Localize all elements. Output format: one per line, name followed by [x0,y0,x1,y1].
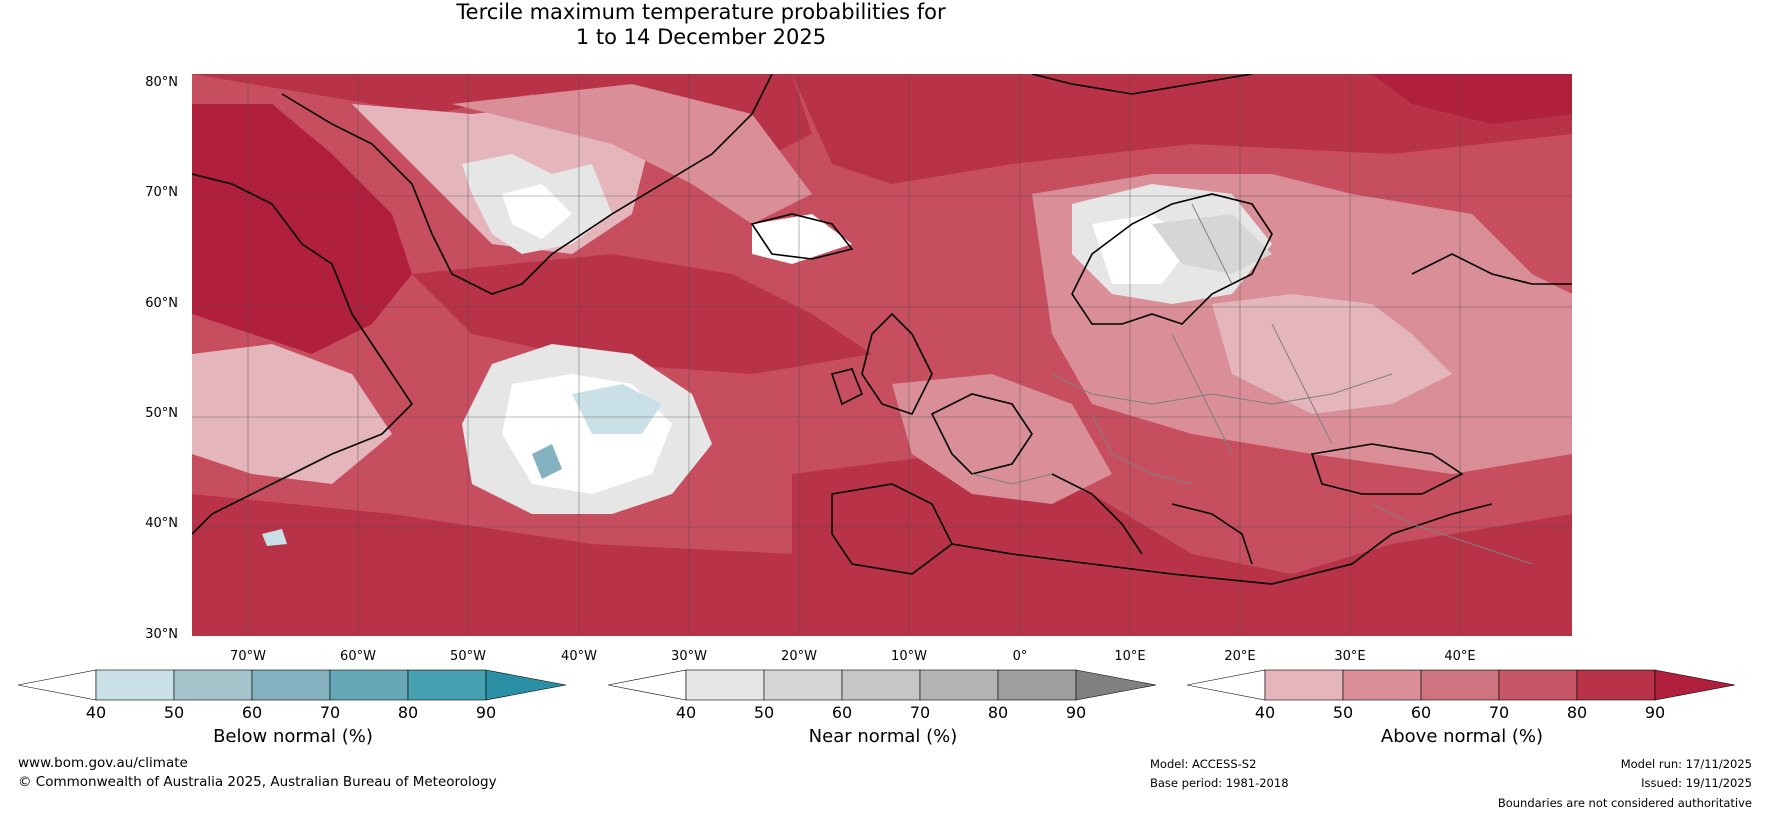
title-line-1: Tercile maximum temperature probabilitie… [456,0,946,24]
colorbar-above-normal: 40 50 60 70 80 90 Above normal (%) [1186,668,1737,747]
cbar-above-swatch-2 [1342,669,1422,701]
cbar-near-arrow-low [607,669,687,701]
region-below-normal-1 [572,384,662,434]
lon-label-30e: 30°E [1334,649,1366,664]
probability-map [192,74,1572,636]
country-borders [971,203,1533,565]
colorbar-near-normal: 40 50 60 70 80 90 Near normal (%) [607,668,1158,747]
cbar-above-swatch-4 [1498,669,1578,701]
cbar-below-swatch-3 [251,669,331,701]
cbar-below-tick: 70 [319,703,341,722]
title-line-2: 1 to 14 December 2025 [575,25,827,49]
cbar-near-swatch-3 [841,669,921,701]
lat-label-80n: 80°N [145,75,178,90]
cbar-near-tick: 50 [753,703,775,722]
cbar-below-swatch-5 [407,669,487,701]
region-canada-dark [192,104,412,354]
cbar-near-arrow-high [1075,669,1157,701]
region-north-atlantic [412,254,872,374]
cbar-below-arrow-low [17,669,97,701]
lat-label-30n: 30°N [145,627,178,642]
lon-label-10w: 10°W [891,649,927,664]
footer-copyright: © Commonwealth of Australia 2025, Austra… [18,774,497,790]
region-west-light [192,344,392,484]
lon-label-60w: 60°W [340,649,376,664]
cbar-near-swatch-4 [919,669,999,701]
lon-label-0: 0° [1012,649,1028,664]
cbar-above-swatch-1 [1264,669,1344,701]
cbar-near-swatch-2 [763,669,843,701]
cbar-below-arrow-high [485,669,567,701]
region-atlantic-south [192,494,792,636]
colorbar-above-normal-swatches [1186,669,1736,701]
cbar-below-swatch-4 [329,669,409,701]
region-below-normal-2 [532,444,562,479]
cbar-near-tick: 80 [987,703,1009,722]
lon-label-40e: 40°E [1444,649,1476,664]
lon-label-70w: 70°W [230,649,266,664]
footer-disclaimer: Boundaries are not considered authoritat… [1497,796,1752,810]
cbar-above-arrow-high [1654,669,1736,701]
footer-website: www.bom.gov.au/climate [18,755,188,771]
lat-label-50n: 50°N [145,406,178,421]
coastlines [192,74,1572,585]
lon-label-30w: 30°W [671,649,707,664]
lon-label-20e: 20°E [1224,649,1256,664]
cbar-below-swatch-1 [95,669,175,701]
footer-issued: Issued: 19/11/2025 [1641,776,1752,790]
cbar-near-tick: 90 [1065,703,1087,722]
lon-label-20w: 20°W [781,649,817,664]
colorbar-below-normal: 40 50 60 70 80 90 Below normal (%) [17,668,568,747]
cbar-near-tick: 70 [909,703,931,722]
colorbar-near-normal-swatches [607,669,1157,701]
region-greenland-white [502,184,572,239]
cbar-below-swatch-2 [173,669,253,701]
lon-label-50w: 50°W [450,649,486,664]
cbar-below-tick: 90 [475,703,497,722]
cbar-below-tick: 50 [163,703,185,722]
lat-label-60n: 60°N [145,296,178,311]
lon-label-40w: 40°W [561,649,597,664]
cbar-below-title: Below normal (%) [213,726,373,747]
cbar-near-tick: 60 [831,703,853,722]
cbar-above-tick: 50 [1332,703,1354,722]
cbar-near-tick: 40 [675,703,697,722]
cbar-below-tick: 40 [85,703,107,722]
graticule [192,74,1572,636]
cbar-below-tick: 80 [397,703,419,722]
colorbar-below-normal-swatches [17,669,567,701]
cbar-above-tick: 80 [1566,703,1588,722]
cbar-above-swatch-3 [1420,669,1500,701]
cbar-above-swatch-5 [1576,669,1656,701]
region-greenland-mid [452,84,812,224]
cbar-near-swatch-1 [685,669,765,701]
cbar-near-swatch-5 [997,669,1077,701]
lon-label-10e: 10°E [1114,649,1146,664]
lat-label-40n: 40°N [145,516,178,531]
cbar-above-title: Above normal (%) [1380,726,1544,747]
cbar-near-title: Near normal (%) [808,726,958,747]
cbar-above-tick: 60 [1410,703,1432,722]
footer-model: Model: ACCESS-S2 [1150,757,1257,771]
region-south-dark [792,454,1572,636]
lat-label-70n: 70°N [145,185,178,200]
map-svg [192,74,1572,636]
region-arctic-darkest [1372,74,1572,124]
footer-model-run: Model run: 17/11/2025 [1620,757,1752,771]
cbar-below-tick: 60 [241,703,263,722]
footer-base-period: Base period: 1981-2018 [1150,776,1289,790]
region-below-normal-3 [262,529,287,546]
cbar-above-arrow-low [1186,669,1266,701]
cbar-above-tick: 70 [1488,703,1510,722]
region-iceland-white [752,214,852,264]
chart-title: Tercile maximum temperature probabilitie… [0,0,1402,50]
cbar-above-tick: 40 [1254,703,1276,722]
cbar-above-tick: 90 [1644,703,1666,722]
region-arctic-dark [792,74,1572,184]
